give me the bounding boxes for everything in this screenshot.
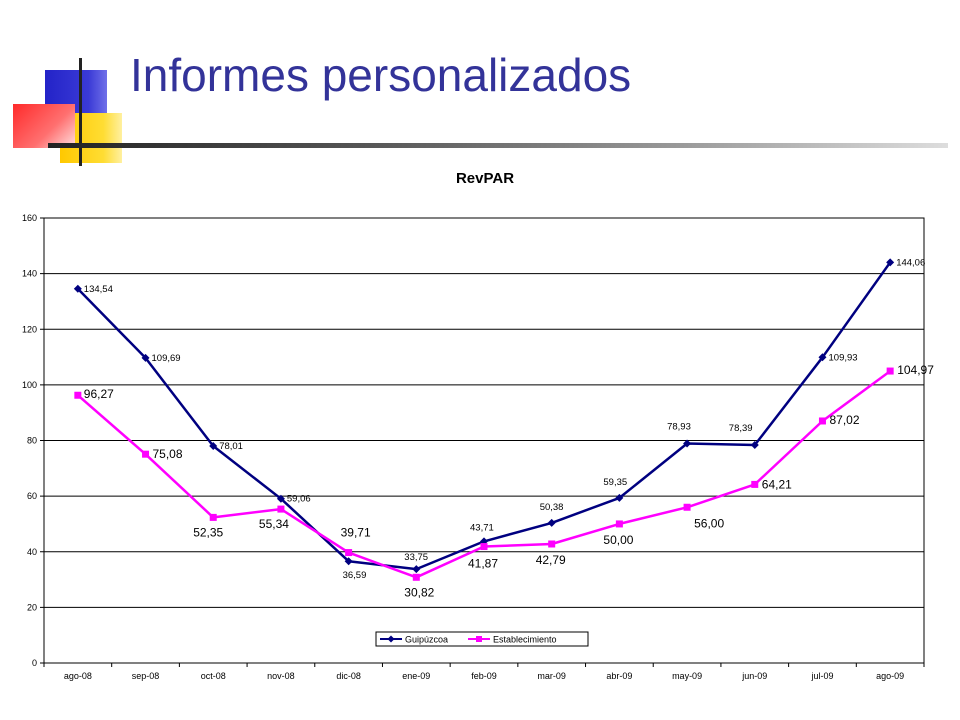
x-tick-label: abr-09 <box>606 671 632 681</box>
x-axis-ticks: ago-08 sep-08 oct-08 nov-08 dic-08 ene-09 feb-… <box>43 663 925 681</box>
series-layer <box>73 258 895 581</box>
data-point <box>886 367 894 375</box>
y-tick-label: 40 <box>27 547 37 557</box>
data-label: 50,00 <box>603 533 633 547</box>
data-label: 109,69 <box>152 353 181 364</box>
data-point <box>683 503 691 511</box>
data-label: 56,00 <box>694 516 724 530</box>
data-label: 42,79 <box>536 553 566 567</box>
data-point <box>818 417 826 425</box>
data-point <box>277 505 285 513</box>
y-tick-label: 120 <box>22 324 37 334</box>
deco-vertical-line <box>79 58 82 166</box>
x-tick-label: mar-09 <box>537 671 566 681</box>
data-labels: 134,54 109,69 78,01 59,06 36,59 33,75 43,71 50,… <box>84 257 934 599</box>
data-label: 75,08 <box>153 447 183 461</box>
data-label: 39,71 <box>341 526 371 540</box>
x-tick-label: ago-09 <box>876 671 904 681</box>
x-tick-label: jul-09 <box>810 671 833 681</box>
data-point <box>73 284 82 293</box>
data-point <box>547 518 556 527</box>
data-point <box>548 540 556 548</box>
data-label: 78,39 <box>729 423 753 434</box>
data-point <box>209 442 218 451</box>
x-tick-label: ago-08 <box>64 671 92 681</box>
y-tick-label: 100 <box>22 380 37 390</box>
data-label: 78,93 <box>667 422 691 433</box>
data-label: 59,06 <box>287 494 311 505</box>
data-point <box>818 353 827 362</box>
x-tick-label: nov-08 <box>267 671 295 681</box>
x-tick-label: may-09 <box>672 671 702 681</box>
data-label: 59,35 <box>603 477 627 488</box>
data-point <box>750 440 759 449</box>
data-point <box>615 520 623 528</box>
x-tick-label: feb-09 <box>471 671 497 681</box>
data-point <box>412 573 420 581</box>
data-point <box>886 258 895 267</box>
data-point <box>751 480 759 488</box>
data-point <box>345 549 353 557</box>
data-label: 109,93 <box>829 352 858 363</box>
y-tick-label: 20 <box>27 602 37 612</box>
data-label: 78,01 <box>219 441 243 452</box>
deco-red-square <box>13 104 75 148</box>
data-point <box>209 513 217 521</box>
slide-header: Informes personalizados <box>0 0 960 175</box>
y-tick-label: 60 <box>27 491 37 501</box>
series-establecimiento <box>74 367 894 581</box>
legend-label-guipuzcoa: Guipúzcoa <box>405 635 448 645</box>
data-label: 41,87 <box>468 557 498 571</box>
x-tick-label: sep-08 <box>132 671 160 681</box>
x-tick-label: dic-08 <box>336 671 361 681</box>
data-point <box>615 493 624 502</box>
legend: Guipúzcoa Establecimiento <box>375 631 589 647</box>
y-tick-label: 160 <box>22 213 37 223</box>
legend-label-establecimiento: Establecimiento <box>493 635 557 645</box>
x-tick-label: jun-09 <box>741 671 767 681</box>
data-point <box>683 439 692 448</box>
data-label: 144,06 <box>896 257 925 268</box>
data-label: 33,75 <box>404 552 428 563</box>
y-axis-ticks: 0 20 40 60 80 100 120 140 160 <box>22 213 44 668</box>
data-label: 96,27 <box>84 387 114 401</box>
data-label: 43,71 <box>470 522 494 533</box>
data-point <box>142 450 150 458</box>
data-label: 52,35 <box>193 525 223 539</box>
x-tick-label: ene-09 <box>402 671 430 681</box>
data-label: 50,38 <box>540 502 564 513</box>
revpar-chart: RevPAR 0 20 40 60 80 100 120 140 160 ago-08 sep-0… <box>22 170 934 681</box>
chart-title: RevPAR <box>456 170 514 187</box>
legend-marker-guipuzcoa <box>387 635 395 643</box>
data-label: 64,21 <box>762 477 792 491</box>
data-label: 104,97 <box>897 363 934 377</box>
data-label: 36,59 <box>343 570 367 581</box>
data-label: 87,02 <box>830 413 860 427</box>
data-point <box>480 543 488 551</box>
y-tick-label: 80 <box>27 436 37 446</box>
y-tick-label: 140 <box>22 269 37 279</box>
data-label: 30,82 <box>404 585 434 599</box>
data-point <box>74 391 82 399</box>
data-label: 55,34 <box>259 517 289 531</box>
series-guipuzcoa <box>73 258 895 574</box>
y-tick-label: 0 <box>32 658 37 668</box>
data-point <box>412 565 421 574</box>
data-label: 134,54 <box>84 284 113 295</box>
data-point <box>344 557 353 566</box>
legend-marker-establecimiento <box>476 636 482 642</box>
x-tick-label: oct-08 <box>201 671 226 681</box>
data-point <box>276 494 285 503</box>
slide-title: Informes personalizados <box>130 49 632 101</box>
deco-horizontal-rule <box>48 143 948 148</box>
data-point <box>141 353 150 362</box>
